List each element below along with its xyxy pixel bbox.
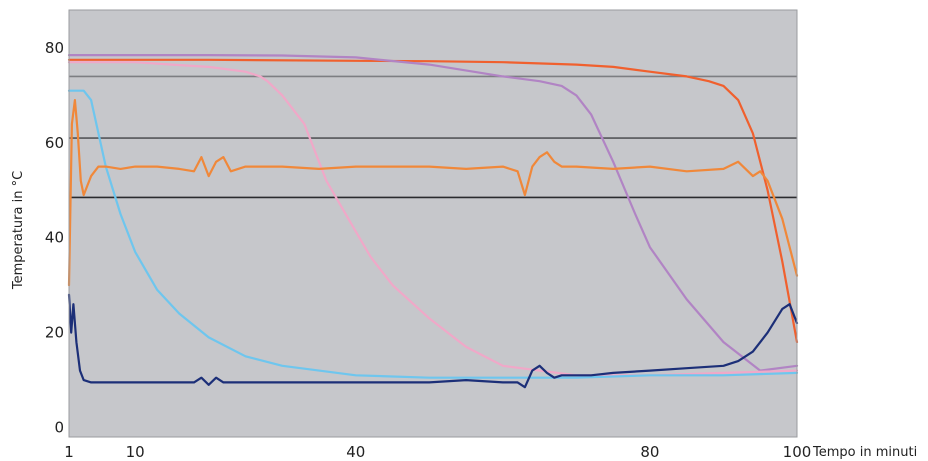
y-tick-label-0: 0	[54, 419, 64, 437]
y-tick-label-20: 20	[45, 324, 64, 342]
series-line-4	[67, 89, 799, 379]
plot-area	[69, 10, 797, 437]
series-line-3	[67, 61, 799, 377]
series-line-2	[67, 54, 799, 372]
y-tick-label-40: 40	[45, 229, 64, 247]
series-line-5	[67, 99, 799, 287]
x-tick-label-1: 1	[64, 443, 74, 461]
reference-lines	[69, 75, 797, 199]
y-axis-title: Temperatura in °C	[11, 171, 26, 290]
x-tick-label-80: 80	[640, 443, 659, 461]
x-tick-label-10: 10	[126, 443, 145, 461]
plot-frame	[68, 9, 798, 438]
series-line-6	[67, 293, 799, 389]
x-axis-title: Tempo in minuti	[812, 445, 917, 460]
series-line-1	[67, 58, 799, 344]
x-tick-label-100: 100	[783, 443, 812, 461]
x-tick-label-40: 40	[346, 443, 365, 461]
series-lines	[67, 54, 799, 389]
x-axis-ticks: 1 10 40 80 100	[64, 443, 811, 461]
y-tick-label-60: 60	[45, 134, 64, 152]
y-tick-label-80: 80	[45, 39, 64, 57]
y-axis-ticks: 0 20 40 60 80	[45, 39, 64, 437]
